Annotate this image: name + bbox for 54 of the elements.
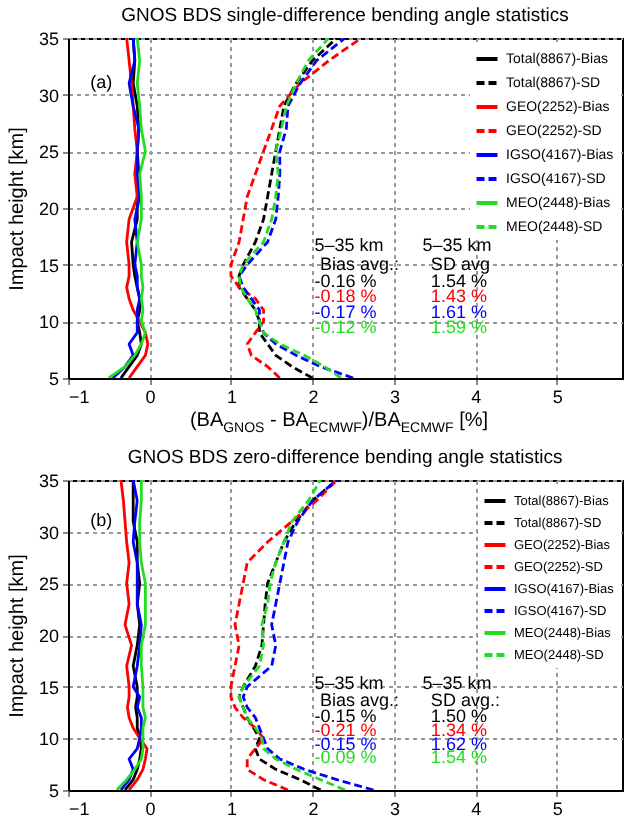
- y-tick-label: 15: [38, 255, 59, 276]
- y-tick-label: 10: [38, 312, 59, 333]
- y-tick-label: 25: [38, 142, 59, 163]
- x-tick-label: 5: [552, 387, 563, 407]
- x-tick-label: 5: [552, 799, 563, 819]
- annotation: (a): [90, 72, 113, 93]
- y-tick-label: 25: [38, 574, 59, 595]
- annotation: (b): [90, 510, 113, 531]
- annotation: -0.16 %: [314, 271, 377, 292]
- y-tick-label: 35: [38, 29, 59, 49]
- y-tick-label: 15: [38, 677, 59, 698]
- annotation: 1.54 %: [430, 747, 487, 768]
- y-tick-label: 30: [38, 85, 59, 106]
- annotation: 5–35 km: [314, 235, 384, 256]
- annotation: -0.18 %: [314, 286, 377, 307]
- y-tick-label: 5: [48, 369, 59, 389]
- annotation: Bias avg.:: [320, 254, 400, 275]
- annotation: 1.43 %: [430, 286, 487, 307]
- x-axis-title: (BA$_{GNOS}$ - BA$_{ECMWF}$)/BA$_{ECMWF}$ [%]: [187, 410, 491, 440]
- x-tick-label: 1: [226, 387, 237, 407]
- annotation: -0.15 %: [314, 705, 377, 726]
- y-tick-label: 35: [38, 471, 59, 491]
- chart-title: GNOS BDS zero-difference bending angle statistics: [127, 447, 563, 469]
- y-tick-label: 5: [48, 781, 59, 801]
- chart-title: GNOS BDS single-difference bending angle statistics: [121, 5, 570, 27]
- annotation: 5–35 km: [422, 673, 492, 694]
- x-tick-label: 0: [145, 799, 156, 819]
- x-tick-label: 4: [471, 387, 482, 407]
- annotation: -0.12 %: [314, 317, 377, 337]
- annotation: Bias avg.:: [320, 690, 400, 711]
- annotation: 1.61 %: [430, 301, 487, 322]
- annotation: SD avg: [430, 254, 490, 275]
- y-tick-label: 20: [38, 199, 59, 219]
- annotation: 1.59 %: [430, 317, 487, 337]
- y-tick-label: 30: [38, 522, 59, 543]
- x-tick-label: 4: [471, 799, 482, 819]
- y-axis-title: Impact height [km]: [6, 553, 29, 718]
- x-tick-label: 0: [145, 387, 156, 407]
- y-tick-label: 10: [38, 729, 59, 750]
- x-tick-label: −1: [69, 387, 90, 407]
- annotation: 1.54 %: [430, 271, 487, 292]
- annotation: SD avg.:: [430, 690, 500, 711]
- y-tick-label: 20: [38, 626, 59, 646]
- x-tick-label: 3: [389, 387, 400, 407]
- x-tick-label: −1: [69, 799, 90, 819]
- x-tick-label: 2: [308, 799, 319, 819]
- x-tick-label: 2: [308, 387, 319, 407]
- x-tick-label: 1: [226, 799, 237, 819]
- annotation: -0.09 %: [314, 747, 377, 768]
- annotation: -0.17 %: [314, 301, 377, 322]
- y-axis-title: Impact height [km]: [6, 126, 29, 291]
- x-tick-label: 3: [389, 799, 400, 819]
- annotation: 5–35 km: [422, 235, 492, 256]
- annotation: 5–35 km: [314, 673, 384, 694]
